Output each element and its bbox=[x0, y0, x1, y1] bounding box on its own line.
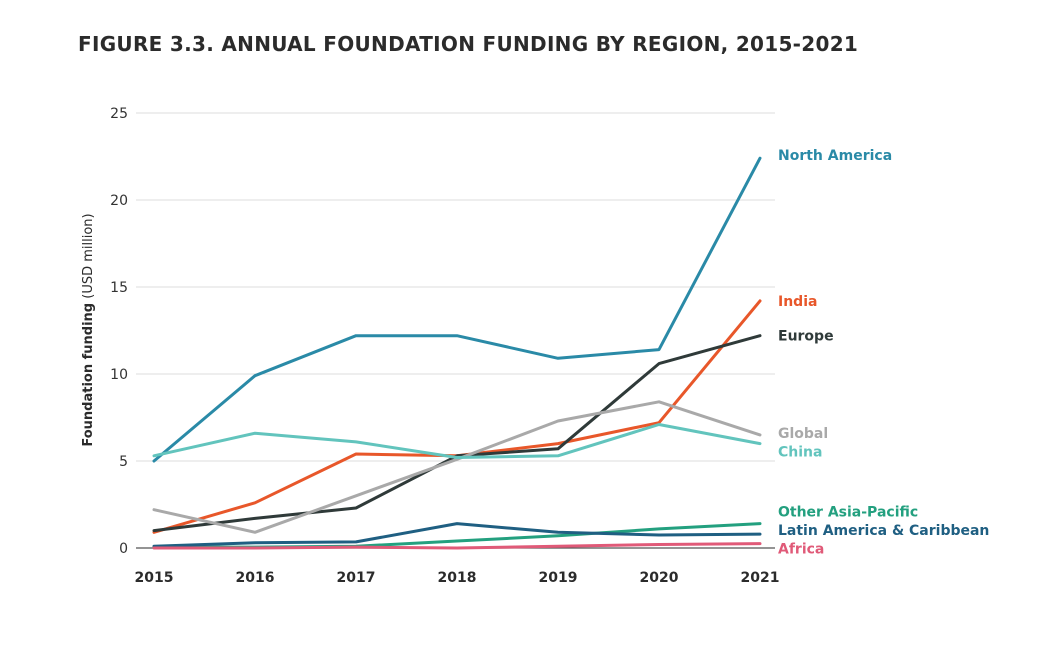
series-line-global bbox=[152, 400, 762, 534]
series-line-europe bbox=[152, 334, 762, 533]
y-axis-label-unit: (USD million) bbox=[81, 213, 96, 303]
series-line-latin-america-caribbean bbox=[152, 522, 762, 548]
series-labels: North America India Europe Global China Other… bbox=[778, 148, 989, 557]
series-label: Other Asia-Pacific bbox=[778, 505, 918, 521]
x-tick-label: 2021 bbox=[741, 570, 780, 586]
y-axis-ticks: 0 5 10 15 20 25 bbox=[110, 106, 128, 557]
y-tick-label: 10 bbox=[110, 367, 128, 383]
y-tick-label: 15 bbox=[110, 280, 128, 296]
y-tick-label: 20 bbox=[110, 193, 128, 209]
y-axis-label-main: Foundation funding bbox=[81, 303, 96, 447]
y-tick-label: 25 bbox=[110, 106, 128, 122]
x-tick-label: 2016 bbox=[236, 570, 275, 586]
series-line-north-america bbox=[152, 156, 762, 463]
series-label: Latin America & Caribbean bbox=[778, 523, 989, 539]
x-tick-label: 2019 bbox=[539, 570, 578, 586]
chart-title: FIGURE 3.3. ANNUAL FOUNDATION FUNDING BY… bbox=[78, 32, 859, 56]
series-label: China bbox=[778, 445, 822, 461]
y-tick-label: 0 bbox=[119, 541, 128, 557]
x-axis-ticks: 2015 2016 2017 2018 2019 2020 2021 bbox=[135, 570, 780, 586]
series-label: India bbox=[778, 294, 817, 310]
series-lines bbox=[152, 156, 762, 550]
series-label: Global bbox=[778, 426, 828, 442]
x-tick-label: 2017 bbox=[337, 570, 376, 586]
series-line-china bbox=[152, 423, 762, 459]
y-tick-label: 5 bbox=[119, 454, 128, 470]
gridlines bbox=[136, 112, 775, 549]
series-label: Europe bbox=[778, 329, 834, 345]
y-axis-label: Foundation funding (USD million) bbox=[81, 213, 96, 446]
x-tick-label: 2018 bbox=[438, 570, 477, 586]
series-line-africa bbox=[152, 542, 762, 550]
series-label: Africa bbox=[778, 542, 824, 558]
x-tick-label: 2020 bbox=[640, 570, 679, 586]
x-tick-label: 2015 bbox=[135, 570, 174, 586]
series-label: North America bbox=[778, 148, 892, 164]
